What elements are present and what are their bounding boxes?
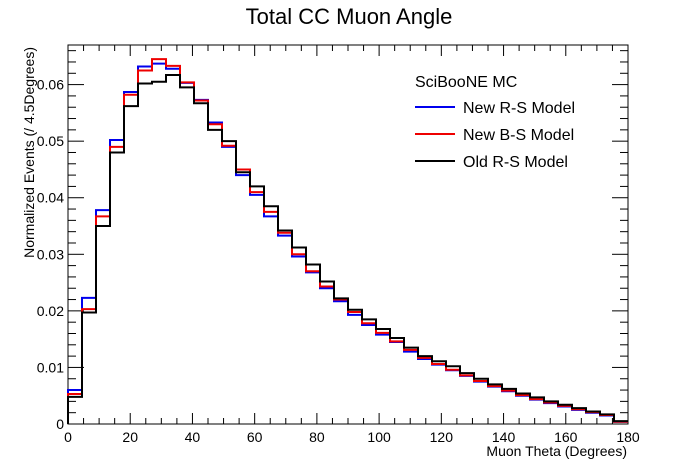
chart-title: Total CC Muon Angle [246, 4, 453, 29]
y-tick-label: 0 [56, 416, 64, 432]
x-tick-label: 0 [64, 429, 72, 445]
x-axis-label: Muon Theta (Degrees) [486, 443, 627, 459]
x-tick-label: 40 [185, 429, 201, 445]
legend-label: Old R-S Model [463, 154, 568, 171]
legend-label: New R-S Model [463, 100, 575, 117]
x-tick-label: 160 [554, 429, 578, 445]
x-tick-label: 180 [616, 429, 640, 445]
series-old-r-s-model [67, 73, 628, 424]
y-tick-label: 0.05 [37, 133, 64, 149]
y-tick-label: 0.01 [37, 359, 64, 375]
tick-labels: 0 20 40 60 80 100 120 140 160 180 0 0.01 0.02 0.03 0.0… [37, 77, 640, 445]
series-line [67, 73, 628, 424]
x-tick-label: 140 [492, 429, 516, 445]
x-tick-label: 20 [122, 429, 138, 445]
x-tick-label: 60 [247, 429, 263, 445]
series-new-r-s-model [67, 62, 628, 424]
series-layer [67, 58, 628, 424]
y-tick-label: 0.02 [37, 303, 64, 319]
series-line [67, 62, 628, 424]
x-tick-label: 120 [430, 429, 454, 445]
y-tick-label: 0.03 [37, 246, 64, 262]
y-axis-label: Normalized Events (/ 4.5Degrees) [21, 47, 37, 258]
legend: SciBooNE MC New R-S Model New B-S Model Ol… [415, 74, 575, 171]
legend-title: SciBooNE MC [415, 74, 517, 91]
x-tick-label: 80 [309, 429, 325, 445]
axis-ticks [67, 45, 629, 425]
legend-label: New B-S Model [463, 127, 574, 144]
y-tick-label: 0.06 [37, 77, 64, 93]
y-tick-label: 0.04 [37, 190, 64, 206]
x-tick-label: 100 [367, 429, 391, 445]
